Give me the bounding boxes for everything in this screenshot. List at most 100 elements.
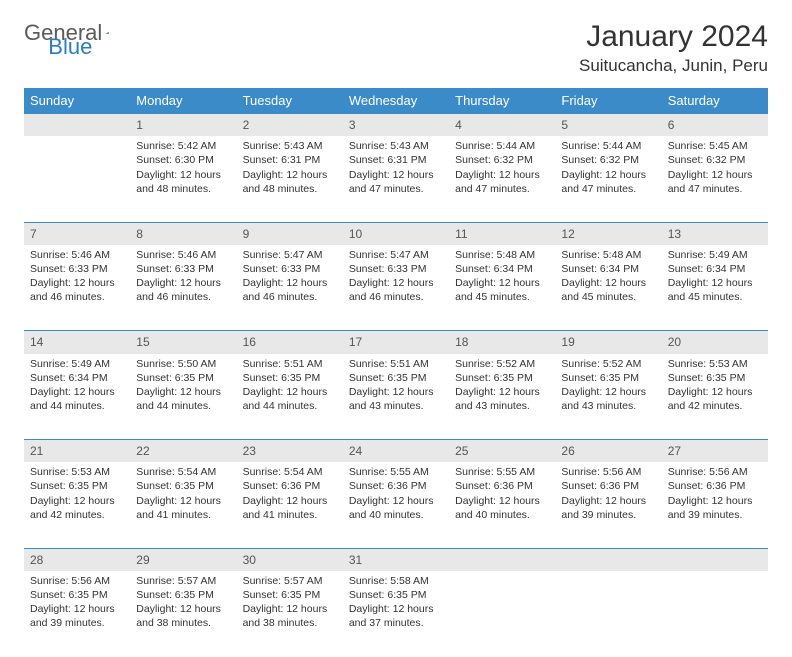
daynum-row: 78910111213 xyxy=(24,222,768,245)
day-content-cell: Sunrise: 5:48 AMSunset: 6:34 PMDaylight:… xyxy=(555,245,661,331)
sunset-text: Sunset: 6:35 PM xyxy=(243,588,337,602)
weekday-header: Wednesday xyxy=(343,88,449,114)
sunset-text: Sunset: 6:30 PM xyxy=(136,153,230,167)
daylight-text: Daylight: 12 hours and 45 minutes. xyxy=(455,276,549,304)
content-row: Sunrise: 5:42 AMSunset: 6:30 PMDaylight:… xyxy=(24,136,768,222)
daynum-row: 123456 xyxy=(24,114,768,137)
sunset-text: Sunset: 6:35 PM xyxy=(349,371,443,385)
sunrise-text: Sunrise: 5:49 AM xyxy=(30,357,124,371)
day-content-cell: Sunrise: 5:56 AMSunset: 6:36 PMDaylight:… xyxy=(555,462,661,548)
day-content-cell: Sunrise: 5:46 AMSunset: 6:33 PMDaylight:… xyxy=(24,245,130,331)
daylight-text: Daylight: 12 hours and 44 minutes. xyxy=(136,385,230,413)
calendar-body: 123456Sunrise: 5:42 AMSunset: 6:30 PMDay… xyxy=(24,114,768,657)
day-number-cell: 6 xyxy=(662,114,768,137)
sunset-text: Sunset: 6:36 PM xyxy=(349,479,443,493)
brand-part2: Blue xyxy=(48,34,92,60)
sunrise-text: Sunrise: 5:44 AM xyxy=(561,139,655,153)
day-content-cell xyxy=(449,571,555,657)
day-number-cell: 11 xyxy=(449,222,555,245)
day-number-cell: 27 xyxy=(662,440,768,463)
sunset-text: Sunset: 6:35 PM xyxy=(136,588,230,602)
daylight-text: Daylight: 12 hours and 37 minutes. xyxy=(349,602,443,630)
sunset-text: Sunset: 6:35 PM xyxy=(561,371,655,385)
sunrise-text: Sunrise: 5:45 AM xyxy=(668,139,762,153)
sunrise-text: Sunrise: 5:52 AM xyxy=(455,357,549,371)
sunrise-text: Sunrise: 5:46 AM xyxy=(30,248,124,262)
sunrise-text: Sunrise: 5:42 AM xyxy=(136,139,230,153)
day-number-cell: 19 xyxy=(555,331,661,354)
daylight-text: Daylight: 12 hours and 47 minutes. xyxy=(561,168,655,196)
day-content-cell: Sunrise: 5:55 AMSunset: 6:36 PMDaylight:… xyxy=(449,462,555,548)
day-content-cell: Sunrise: 5:44 AMSunset: 6:32 PMDaylight:… xyxy=(449,136,555,222)
day-number-cell: 8 xyxy=(130,222,236,245)
day-content-cell: Sunrise: 5:54 AMSunset: 6:36 PMDaylight:… xyxy=(237,462,343,548)
day-content-cell: Sunrise: 5:51 AMSunset: 6:35 PMDaylight:… xyxy=(343,354,449,440)
sunset-text: Sunset: 6:32 PM xyxy=(455,153,549,167)
sunset-text: Sunset: 6:36 PM xyxy=(243,479,337,493)
content-row: Sunrise: 5:46 AM Sunset: 6:33 PM Daylight:… xyxy=(24,245,768,331)
day-number-cell: 31 xyxy=(343,548,449,571)
day-number-cell: 12 xyxy=(555,222,661,245)
day-number-cell: 30 xyxy=(237,548,343,571)
daylight-text: Daylight: 12 hours and 46 minutes. xyxy=(243,276,337,304)
sunrise-text: Sunrise: 5:43 AM xyxy=(243,139,337,153)
day-content-cell: Sunrise: 5:43 AMSunset: 6:31 PMDaylight:… xyxy=(237,136,343,222)
sunrise-text: Sunrise: 5:50 AM xyxy=(136,357,230,371)
day-number-cell: 13 xyxy=(662,222,768,245)
day-number-cell xyxy=(662,548,768,571)
day-content-cell: Sunrise: 5:53 AMSunset: 6:35 PMDaylight:… xyxy=(662,354,768,440)
sunset-text: Sunset: 6:35 PM xyxy=(30,588,124,602)
sunset-text: Sunset: 6:35 PM xyxy=(455,371,549,385)
daylight-text: Daylight: 12 hours and 41 minutes. xyxy=(136,494,230,522)
sunrise-text: Sunrise: 5:43 AM xyxy=(349,139,443,153)
sunrise-text: Sunrise: 5:56 AM xyxy=(561,465,655,479)
content-row: Sunrise: 5:56 AMSunset: 6:35 PMDaylight:… xyxy=(24,571,768,657)
daylight-text: Daylight: 12 hours and 44 minutes. xyxy=(243,385,337,413)
daylight-text: Daylight: 12 hours and 43 minutes. xyxy=(455,385,549,413)
sunrise-text: Sunrise: 5:58 AM xyxy=(349,574,443,588)
sunset-text: Sunset: 6:36 PM xyxy=(668,479,762,493)
sunrise-text: Sunrise: 5:48 AM xyxy=(455,248,549,262)
sunset-text: Sunset: 6:35 PM xyxy=(136,371,230,385)
daylight-text: Daylight: 12 hours and 39 minutes. xyxy=(30,602,124,630)
day-number-cell xyxy=(449,548,555,571)
daylight-text: Daylight: 12 hours and 41 minutes. xyxy=(243,494,337,522)
daylight-text: Daylight: 12 hours and 40 minutes. xyxy=(455,494,549,522)
day-content-cell: Sunrise: 5:49 AMSunset: 6:34 PMDaylight:… xyxy=(24,354,130,440)
daylight-text: Daylight: 12 hours and 40 minutes. xyxy=(349,494,443,522)
day-content-cell xyxy=(24,136,130,222)
sunset-text: Sunset: 6:34 PM xyxy=(30,371,124,385)
day-number-cell: 3 xyxy=(343,114,449,137)
sunrise-text: Sunrise: 5:47 AM xyxy=(349,248,443,262)
content-row: Sunrise: 5:53 AMSunset: 6:35 PMDaylight:… xyxy=(24,462,768,548)
sunrise-text: Sunrise: 5:48 AM xyxy=(561,248,655,262)
weekday-header: Friday xyxy=(555,88,661,114)
daylight-text: Daylight: 12 hours and 48 minutes. xyxy=(243,168,337,196)
day-content-cell: Sunrise: 5:56 AMSunset: 6:35 PMDaylight:… xyxy=(24,571,130,657)
brand-logo: General Blue xyxy=(24,20,176,46)
day-content-cell: Sunrise: 5:43 AMSunset: 6:31 PMDaylight:… xyxy=(343,136,449,222)
day-number-cell: 14 xyxy=(24,331,130,354)
day-number-cell: 17 xyxy=(343,331,449,354)
weekday-row: Sunday Monday Tuesday Wednesday Thursday… xyxy=(24,88,768,114)
daylight-text: Daylight: 12 hours and 48 minutes. xyxy=(136,168,230,196)
day-number-cell: 15 xyxy=(130,331,236,354)
brand-triangle-icon xyxy=(106,24,109,42)
day-content-cell: Sunrise: 5:45 AMSunset: 6:32 PMDaylight:… xyxy=(662,136,768,222)
day-content-cell: Sunrise: 5:44 AMSunset: 6:32 PMDaylight:… xyxy=(555,136,661,222)
day-number-cell: 10 xyxy=(343,222,449,245)
sunrise-text: Sunrise: 5:57 AM xyxy=(136,574,230,588)
day-content-cell: Sunrise: 5:51 AMSunset: 6:35 PMDaylight:… xyxy=(237,354,343,440)
day-number-cell: 2 xyxy=(237,114,343,137)
daylight-text: Daylight: 12 hours and 42 minutes. xyxy=(30,494,124,522)
weekday-header: Tuesday xyxy=(237,88,343,114)
sunset-text: Sunset: 6:34 PM xyxy=(668,262,762,276)
daylight-text: Daylight: 12 hours and 47 minutes. xyxy=(455,168,549,196)
daynum-row: 21222324252627 xyxy=(24,440,768,463)
title-block: January 2024 Suitucancha, Junin, Peru xyxy=(579,20,768,76)
sunset-text: Sunset: 6:33 PM xyxy=(136,262,230,276)
sunrise-text: Sunrise: 5:55 AM xyxy=(349,465,443,479)
sunrise-text: Sunrise: 5:56 AM xyxy=(668,465,762,479)
sunset-text: Sunset: 6:36 PM xyxy=(455,479,549,493)
day-content-cell: Sunrise: 5:47 AMSunset: 6:33 PMDaylight:… xyxy=(343,245,449,331)
